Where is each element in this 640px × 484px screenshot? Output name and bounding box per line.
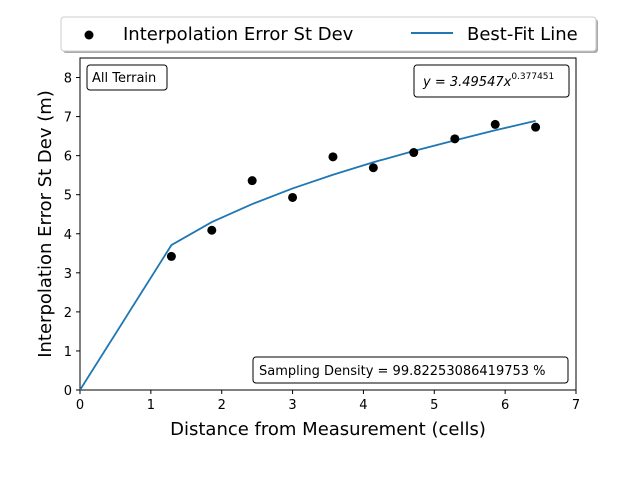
terrain-annotation-text: All Terrain bbox=[92, 71, 156, 86]
x-axis-ticks: 0 1 2 3 4 5 6 7 bbox=[76, 390, 580, 413]
x-tick-label: 2 bbox=[218, 398, 226, 413]
y-tick-label: 8 bbox=[64, 72, 72, 87]
y-tick-label: 3 bbox=[64, 267, 72, 282]
scatter-point bbox=[368, 163, 378, 173]
plot-area-frame bbox=[79, 57, 577, 391]
legend-scatter-marker bbox=[84, 30, 94, 40]
terrain-annotation: All Terrain bbox=[86, 64, 168, 91]
x-axis-title: Distance from Measurement (cells) bbox=[170, 419, 486, 440]
y-tick-label: 0 bbox=[64, 384, 72, 399]
y-tick-label: 5 bbox=[64, 189, 72, 204]
y-tick-label: 6 bbox=[64, 150, 72, 165]
scatter-point bbox=[409, 148, 419, 158]
y-axis-ticks: 0 1 2 3 4 5 6 7 8 bbox=[64, 72, 80, 399]
y-tick-label: 1 bbox=[64, 345, 72, 360]
equation-annotation: y = 3.49547x0.377451 bbox=[413, 64, 570, 98]
x-tick-label: 4 bbox=[359, 398, 367, 413]
equation-annotation-box bbox=[413, 64, 570, 98]
density-annotation-text: Sampling Density = 99.82253086419753 % bbox=[259, 364, 546, 379]
equation-base: y = 3.49547x bbox=[422, 75, 512, 90]
y-tick-label: 7 bbox=[64, 111, 72, 126]
scatter-point bbox=[207, 225, 217, 235]
legend-label-scatter: Interpolation Error St Dev bbox=[123, 24, 354, 45]
legend: Interpolation Error St Dev Best-Fit Line bbox=[60, 16, 598, 53]
scatter-point bbox=[531, 122, 541, 132]
equation-annotation-text: y = 3.49547x0.377451 bbox=[422, 72, 554, 90]
scatter-points-layer bbox=[166, 119, 541, 261]
x-tick-label: 7 bbox=[572, 398, 580, 413]
y-tick-label: 4 bbox=[64, 228, 72, 243]
best-fit-line-layer bbox=[79, 120, 536, 391]
scatter-point bbox=[247, 176, 257, 186]
density-annotation: Sampling Density = 99.82253086419753 % bbox=[252, 356, 569, 384]
best-fit-line bbox=[79, 120, 536, 391]
y-axis-title: Interpolation Error St Dev (m) bbox=[35, 90, 56, 358]
x-tick-label: 6 bbox=[501, 398, 509, 413]
scatter-point bbox=[288, 192, 298, 202]
scatter-point bbox=[328, 152, 338, 162]
x-tick-label: 5 bbox=[430, 398, 438, 413]
scatter-point bbox=[166, 251, 176, 261]
x-tick-label: 0 bbox=[76, 398, 84, 413]
terrain-annotation-box bbox=[86, 64, 168, 91]
legend-box bbox=[60, 16, 597, 52]
density-annotation-box bbox=[252, 356, 569, 384]
equation-exponent: 0.377451 bbox=[511, 72, 554, 82]
legend-label-line: Best-Fit Line bbox=[467, 24, 578, 45]
scatter-point bbox=[490, 119, 500, 129]
y-tick-label: 2 bbox=[64, 306, 72, 321]
x-tick-label: 3 bbox=[288, 398, 296, 413]
x-tick-label: 1 bbox=[147, 398, 155, 413]
scatter-point bbox=[450, 134, 460, 144]
